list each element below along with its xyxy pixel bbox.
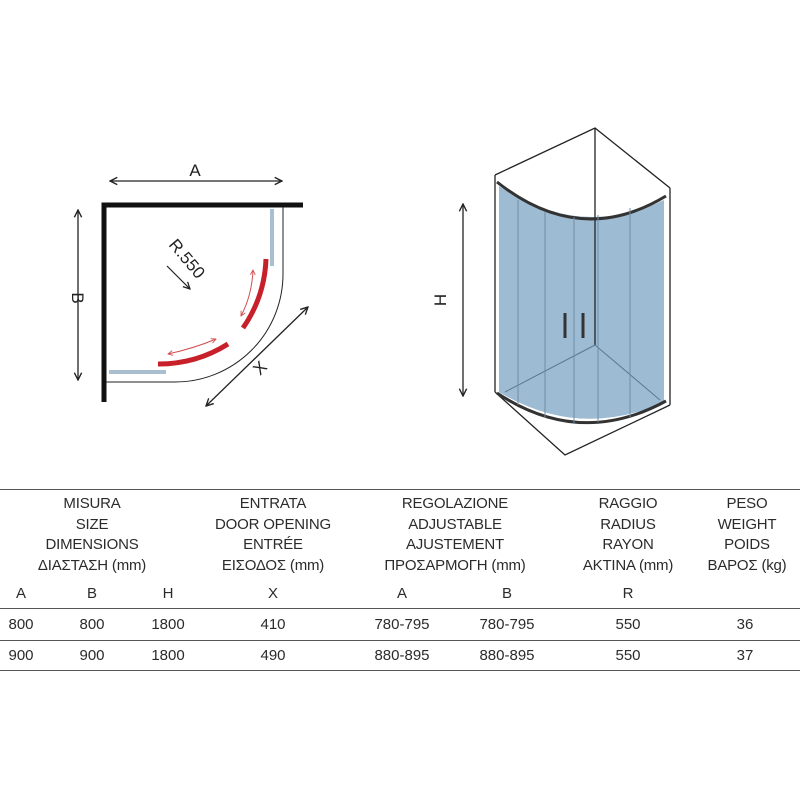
column-subheader: A <box>396 585 408 602</box>
header-line: ENTRÉE <box>243 536 303 553</box>
table-cell: 550 <box>615 647 641 664</box>
header-line: ΒΑΡΟΣ (kg) <box>707 556 787 574</box>
table-bottom-border <box>0 670 800 671</box>
table-cell: 1800 <box>151 647 185 664</box>
table-cell: 780-795 <box>374 616 430 633</box>
plan-view: A B R.550 X <box>68 161 308 406</box>
floor-edges <box>504 344 661 401</box>
column-subheader: B <box>86 585 98 602</box>
top-rail <box>496 180 667 221</box>
header-line: SIZE <box>75 515 109 533</box>
header-line: DIMENSIONS <box>45 536 139 553</box>
header-group-weight: PESO WEIGHT POIDS ΒΑΡΟΣ (kg) <box>708 494 787 576</box>
table-cell: 880-895 <box>479 647 535 664</box>
wall <box>101 202 303 402</box>
label-h: H <box>431 294 450 306</box>
header-line: ΔΙΑΣΤΑΣΗ (mm) <box>37 556 147 574</box>
table-cell: 36 <box>736 616 754 633</box>
header-line: ΠΡΟΣΑΡΜΟΓΗ (mm) <box>384 556 526 574</box>
table-cell: 900 <box>8 647 34 664</box>
header-group-radius: RAGGIO RADIUS RAYON ΑΚΤΙΝΑ (mm) <box>582 494 674 576</box>
table-cell: 37 <box>736 647 754 664</box>
header-line: MISURA <box>63 495 121 512</box>
header-line: ΑΚΤΙΝΑ (mm) <box>582 556 674 574</box>
header-line: RAGGIO <box>598 495 658 512</box>
header-group-size: MISURA SIZE DIMENSIONS ΔΙΑΣΤΑΣΗ (mm) <box>38 494 146 576</box>
column-subheader: R <box>622 585 634 602</box>
label-radius: R.550 <box>165 235 209 282</box>
table-cell: 800 <box>8 616 34 633</box>
table-cell: 780-795 <box>479 616 535 633</box>
radius-arrow <box>166 265 190 289</box>
header-line: ΕΙΣΟΔΟΣ (mm) <box>221 556 325 574</box>
table-cell: 410 <box>260 616 286 633</box>
header-group-adjustable: REGOLAZIONE ADJUSTABLE AJUSTEMENT ΠΡΟΣΑΡΜΟΓ… <box>384 494 525 576</box>
table-cell: 900 <box>79 647 105 664</box>
table-row-divider <box>0 640 800 641</box>
column-subheader: A <box>15 585 27 602</box>
bottom-rail <box>496 391 667 425</box>
table-cell: 880-895 <box>374 647 430 664</box>
header-group-door-opening: ENTRATA DOOR OPENING ENTRÉE ΕΙΣΟΔΟΣ (mm) <box>215 494 331 576</box>
dimension-x-arrow <box>206 307 308 406</box>
sliding-door-right <box>240 258 269 330</box>
door-edges <box>517 200 631 424</box>
header-line: WEIGHT <box>717 515 777 533</box>
header-line: ADJUSTABLE <box>408 515 502 533</box>
table-cell: 1800 <box>151 616 185 633</box>
header-line: POIDS <box>724 536 770 553</box>
header-line: AJUSTEMENT <box>405 536 505 553</box>
table-header-divider <box>0 608 800 609</box>
label-a: A <box>189 161 201 180</box>
column-subheader: X <box>267 585 279 602</box>
header-line: RAYON <box>602 536 654 553</box>
table-top-border <box>0 489 800 490</box>
header-line: DOOR OPENING <box>215 515 331 533</box>
technical-diagram: A B R.550 X H <box>68 127 671 456</box>
header-line: RADIUS <box>600 515 656 533</box>
header-line: PESO <box>726 495 768 512</box>
table-cell: 550 <box>615 616 641 633</box>
elevation-view: H <box>431 127 671 456</box>
table-cell: 800 <box>79 616 105 633</box>
table-cell: 490 <box>260 647 286 664</box>
glass-enclosure <box>499 186 664 419</box>
tray-outline <box>106 207 284 383</box>
back-walls <box>494 127 671 456</box>
column-subheader: B <box>501 585 513 602</box>
header-line: REGOLAZIONE <box>401 495 509 512</box>
column-subheader: H <box>162 585 174 602</box>
label-b: B <box>68 292 87 303</box>
header-line: ENTRATA <box>239 495 307 512</box>
